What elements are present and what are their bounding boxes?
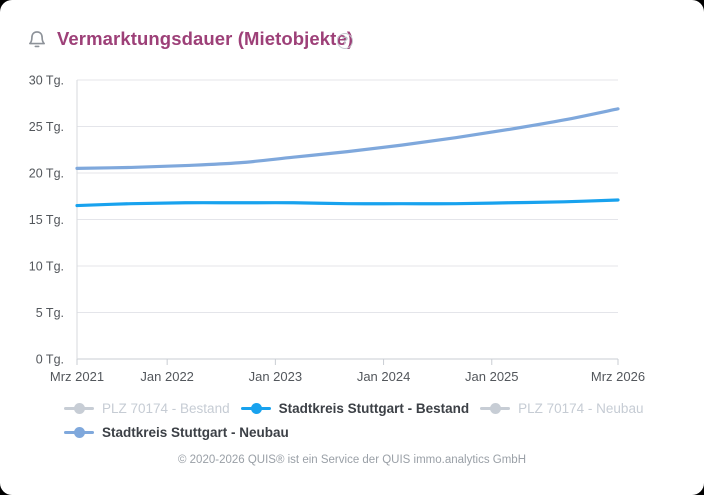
page-title: Vermarktungsdauer (Mietobjekte): [57, 28, 354, 49]
x-axis-tick-label: Jan 2023: [249, 369, 303, 384]
y-axis-tick-label: 20 Tg.: [29, 167, 64, 181]
chart-legend: PLZ 70174 - Bestand Stadtkreis Stuttgart …: [64, 401, 646, 440]
panel-header: Vermarktungsdauer (Mietobjekte) ?: [0, 0, 704, 62]
legend-item[interactable]: Stadtkreis Stuttgart - Neubau: [64, 425, 289, 440]
x-axis-tick-label: Jan 2025: [465, 369, 519, 384]
legend-label: Stadtkreis Stuttgart - Neubau: [102, 425, 289, 440]
legend-line-marker-icon: [64, 403, 94, 414]
x-axis-tick-label: Jan 2022: [140, 369, 194, 384]
legend-line-marker-icon: [480, 403, 511, 414]
x-axis-tick-label: Jan 2024: [357, 369, 411, 384]
x-axis-tick-label: Mrz 2026: [591, 369, 645, 384]
x-axis-tick-label: Mrz 2021: [50, 369, 104, 384]
y-axis-tick-label: 5 Tg.: [36, 306, 64, 320]
y-axis-tick-label: 0 Tg.: [36, 353, 64, 367]
series-line: [75, 198, 620, 208]
series-line: [75, 107, 620, 170]
y-axis-tick-label: 25 Tg.: [29, 120, 64, 134]
copyright-text: © 2020-2026 QUIS® ist ein Service der QU…: [177, 454, 526, 466]
legend-label: Stadtkreis Stuttgart - Bestand: [278, 401, 470, 416]
legend-item[interactable]: Stadtkreis Stuttgart - Bestand: [240, 401, 470, 416]
legend-line-marker-icon: [64, 427, 94, 438]
y-axis-tick-label: 15 Tg.: [29, 213, 64, 227]
legend-item[interactable]: PLZ 70174 - Neubau: [480, 401, 643, 416]
line-chart: 0 Tg. 5 Tg. 10 Tg. 15 Tg. 20 Tg. 25 Tg. 30 Tg.…: [29, 74, 645, 385]
y-axis-tick-label: 30 Tg.: [29, 74, 64, 88]
help-icon[interactable]: ?: [337, 33, 353, 49]
notification-bell-icon[interactable]: [26, 29, 48, 51]
legend-line-marker-icon: [240, 403, 271, 414]
legend-label: PLZ 70174 - Neubau: [518, 401, 644, 416]
legend-item[interactable]: PLZ 70174 - Bestand: [64, 401, 230, 416]
legend-label: PLZ 70174 - Bestand: [102, 401, 230, 416]
y-axis-tick-label: 10 Tg.: [29, 260, 64, 274]
